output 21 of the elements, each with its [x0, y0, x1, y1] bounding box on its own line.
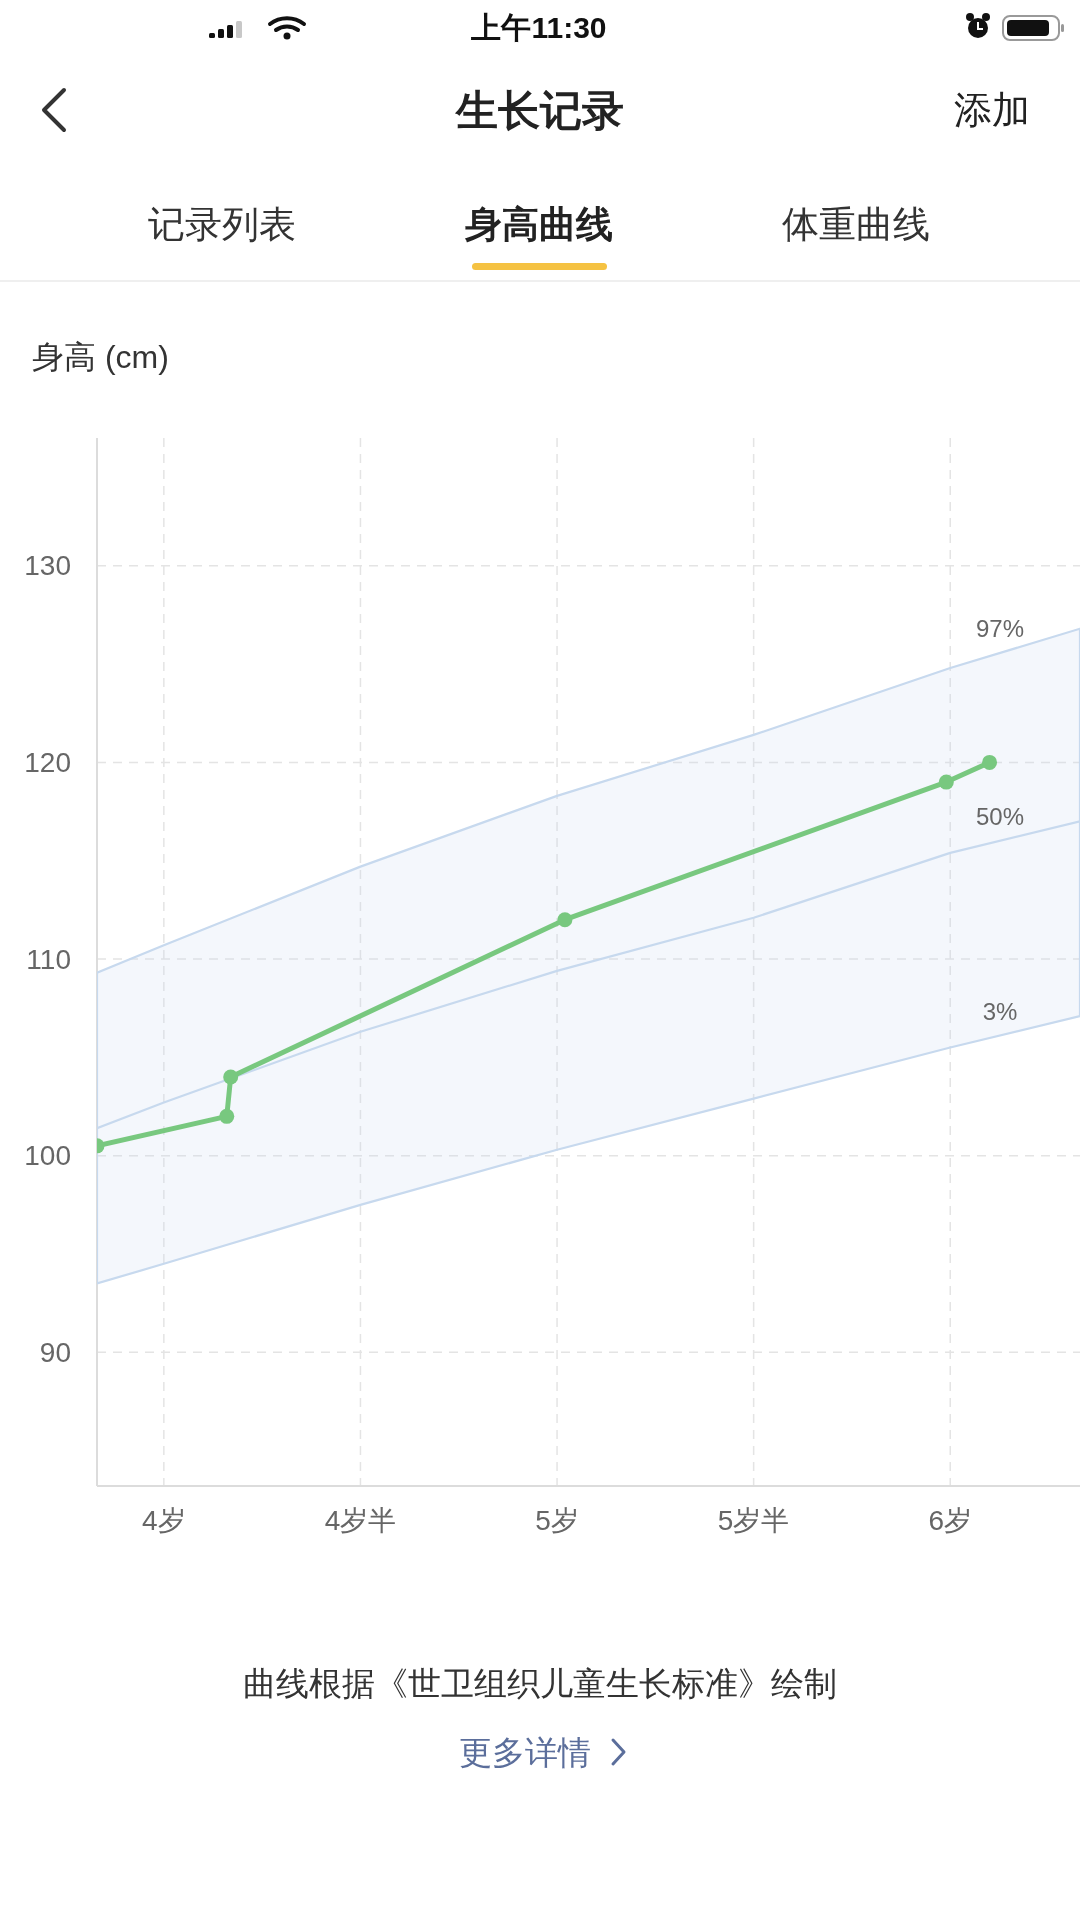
x-tick-label: 4岁 — [142, 1504, 186, 1536]
text: 更多详情 — [459, 1733, 591, 1771]
y-tick-label: 100 — [24, 1140, 71, 1172]
x-tick-label: 5岁 — [535, 1504, 579, 1536]
text: 记录列表 — [148, 203, 296, 245]
text: 曲线根据《世卫组织儿童生长标准》绘制 — [243, 1664, 837, 1702]
text: 添加 — [954, 89, 1030, 131]
text: 体重曲线 — [782, 203, 930, 245]
chart-title: 生长记录 — [454, 86, 624, 134]
x-tick-label: 6岁 — [928, 1504, 973, 1536]
text: 上午11:30 — [470, 10, 607, 44]
annotation: 97% — [975, 615, 1025, 643]
x-tick-label: 4岁半 — [324, 1504, 397, 1536]
y-axis-title: 身高 (cm) — [32, 339, 169, 375]
y-tick-label: 90 — [39, 1336, 71, 1368]
y-tick-label: 120 — [24, 746, 71, 778]
x-tick-label: 5岁半 — [717, 1504, 790, 1536]
text: 身高曲线 — [464, 203, 613, 245]
y-tick-label: 110 — [26, 943, 71, 975]
annotation: 3% — [982, 997, 1018, 1025]
y-tick-label: 130 — [24, 550, 71, 582]
